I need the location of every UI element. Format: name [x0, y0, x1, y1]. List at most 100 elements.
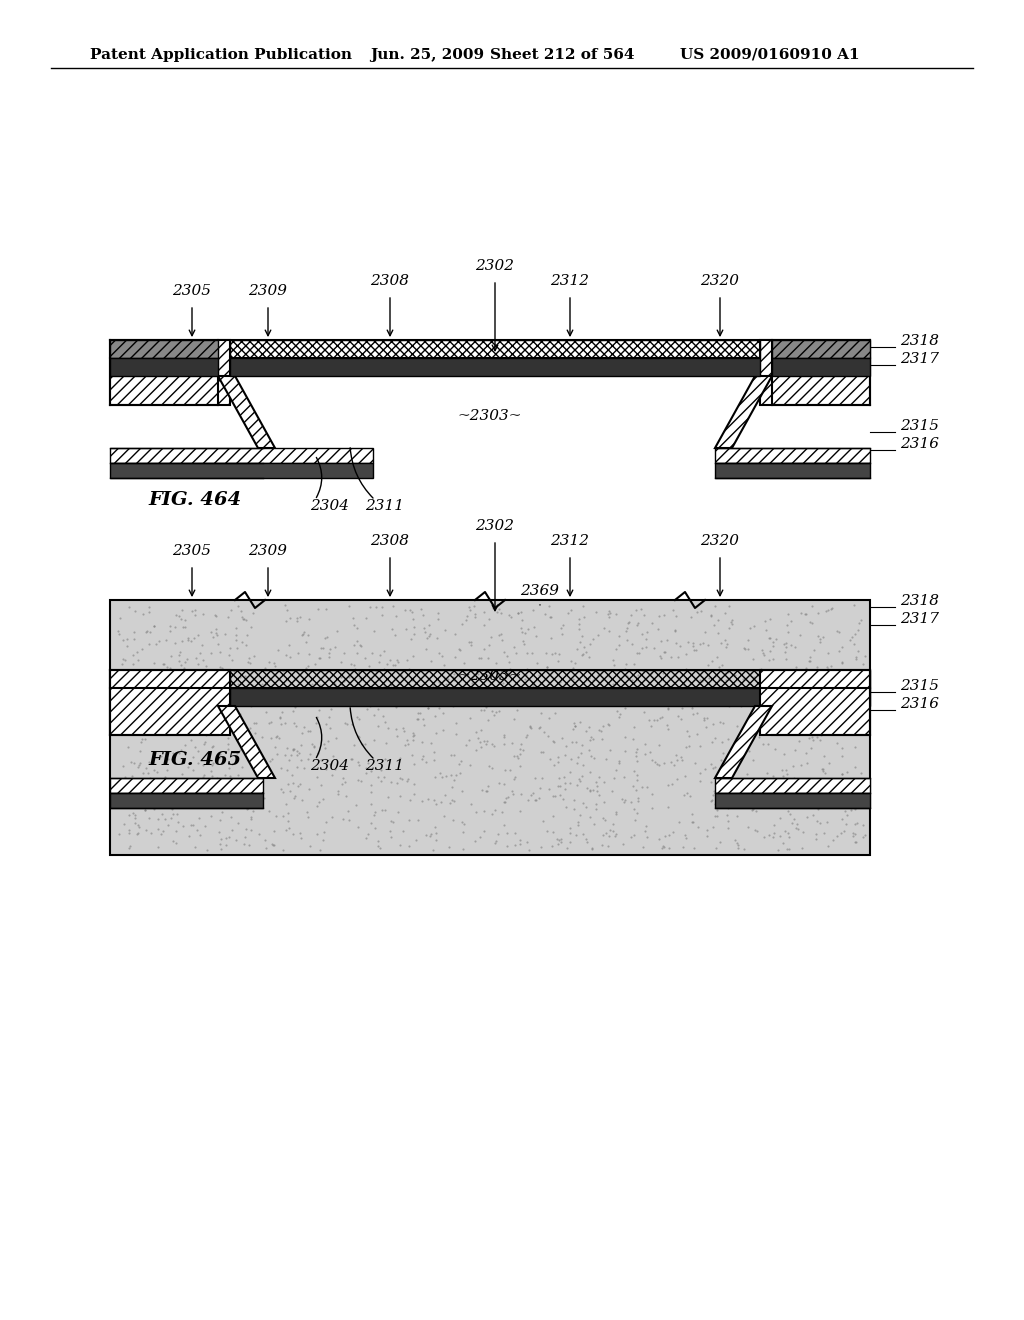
Point	[251, 822, 267, 843]
Point	[189, 741, 206, 762]
Point	[315, 733, 332, 754]
Point	[839, 804, 855, 825]
Point	[695, 710, 712, 731]
Point	[155, 791, 171, 812]
Point	[689, 702, 706, 723]
Point	[758, 668, 774, 689]
Point	[349, 618, 366, 639]
Point	[223, 807, 240, 828]
Point	[774, 792, 791, 813]
Point	[356, 647, 373, 668]
Point	[446, 791, 463, 812]
Point	[377, 748, 393, 770]
Point	[650, 619, 667, 640]
Point	[164, 748, 180, 770]
Point	[532, 837, 549, 858]
Point	[530, 718, 547, 739]
Point	[469, 664, 485, 685]
Point	[454, 810, 470, 832]
Point	[582, 634, 598, 655]
Point	[819, 793, 836, 814]
Point	[257, 701, 273, 722]
Bar	[110, 688, 218, 706]
Point	[383, 826, 399, 847]
Point	[279, 611, 295, 632]
Point	[815, 746, 831, 767]
Point	[131, 755, 147, 776]
Text: 2318: 2318	[900, 594, 939, 609]
Point	[136, 774, 153, 795]
Point	[692, 669, 709, 690]
Point	[117, 649, 133, 671]
Point	[724, 789, 740, 810]
Point	[615, 767, 632, 788]
Point	[173, 655, 189, 676]
Point	[177, 734, 194, 755]
Point	[816, 762, 833, 783]
Point	[161, 711, 177, 733]
Point	[153, 824, 169, 845]
Point	[649, 694, 666, 715]
Point	[238, 609, 254, 630]
Point	[547, 643, 563, 664]
Point	[569, 814, 586, 836]
Point	[783, 634, 800, 655]
Point	[187, 605, 204, 626]
Point	[141, 602, 158, 623]
Point	[379, 653, 395, 675]
Point	[244, 734, 260, 755]
Point	[195, 774, 211, 795]
Point	[410, 702, 426, 723]
Point	[845, 825, 861, 846]
Point	[540, 726, 556, 747]
Point	[290, 643, 306, 664]
Point	[211, 747, 227, 768]
Text: 2309: 2309	[249, 544, 288, 558]
Bar	[715, 777, 870, 793]
Point	[276, 713, 293, 734]
Point	[776, 743, 793, 764]
Point	[172, 774, 188, 795]
Point	[285, 739, 301, 760]
Point	[782, 610, 799, 631]
Point	[606, 767, 623, 788]
Text: 2317: 2317	[900, 612, 939, 626]
Point	[731, 775, 748, 796]
Point	[823, 665, 840, 686]
Point	[620, 685, 636, 706]
Bar	[110, 358, 218, 376]
Point	[646, 710, 663, 731]
Point	[122, 677, 138, 698]
Point	[827, 684, 844, 705]
Point	[422, 623, 438, 644]
Point	[247, 771, 263, 792]
Point	[706, 615, 722, 636]
Point	[116, 697, 132, 718]
Point	[761, 627, 777, 648]
Point	[601, 665, 617, 686]
Point	[196, 733, 212, 754]
Point	[429, 627, 445, 648]
Point	[594, 729, 610, 750]
Point	[813, 723, 829, 744]
Point	[765, 766, 781, 787]
Point	[418, 824, 434, 845]
Point	[729, 805, 745, 826]
Point	[829, 733, 846, 754]
Point	[574, 644, 591, 665]
Point	[581, 661, 597, 682]
Point	[624, 669, 640, 690]
Point	[537, 603, 553, 624]
Point	[118, 702, 134, 723]
Bar	[230, 358, 760, 376]
Point	[250, 738, 266, 759]
Point	[846, 824, 862, 845]
Point	[370, 767, 386, 788]
Point	[160, 748, 176, 770]
Point	[229, 764, 246, 785]
Point	[362, 793, 379, 814]
Point	[292, 748, 308, 770]
Point	[758, 696, 774, 717]
Point	[160, 814, 176, 836]
Point	[781, 804, 798, 825]
